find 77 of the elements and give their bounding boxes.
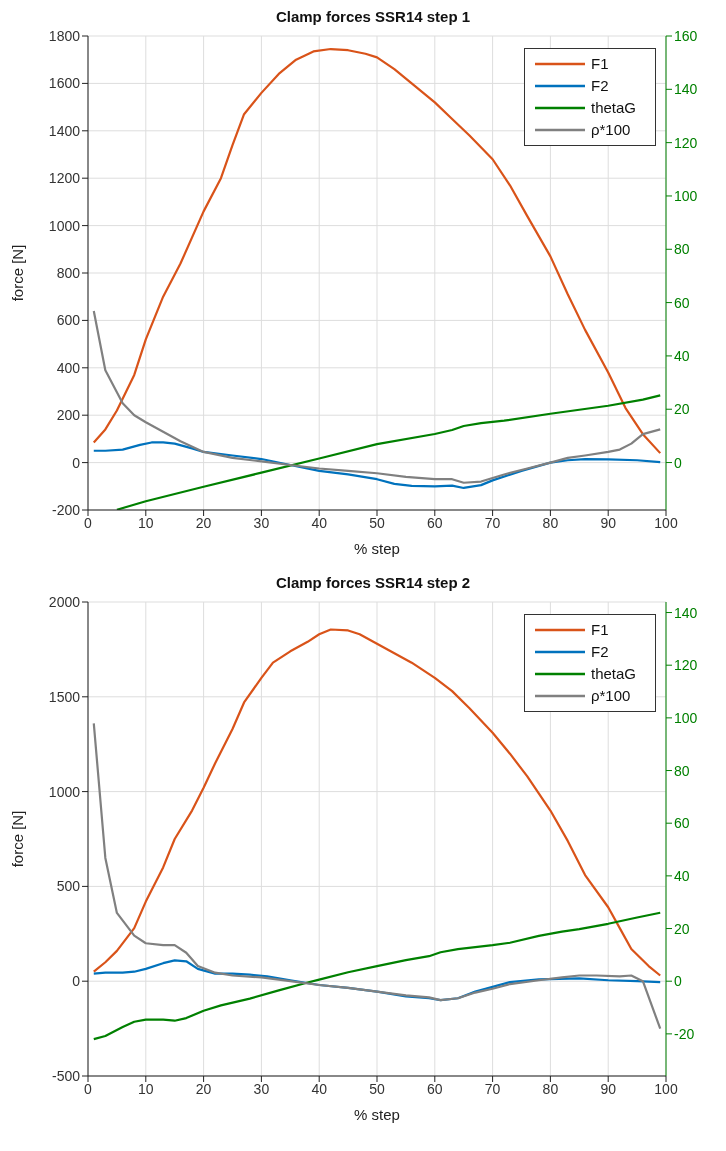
y2-tick-label: -20 (674, 1025, 695, 1042)
x-tick-label: 40 (311, 1080, 328, 1097)
x-tick-label: 80 (542, 1080, 559, 1097)
y2-tick-label: 120 (674, 657, 698, 674)
y2-tick-label: 140 (674, 81, 698, 98)
y-tick-label: 1500 (48, 688, 81, 705)
x-tick-label: 30 (253, 1080, 270, 1097)
x-tick-label: 40 (311, 514, 328, 531)
line-series (92, 722, 662, 1030)
y-tick-label: -500 (51, 1067, 81, 1084)
y2-tick-label: 120 (674, 134, 698, 151)
line-series (115, 394, 662, 510)
legend-label: ρ*100 (591, 120, 631, 140)
y2-tick-label: 60 (674, 815, 690, 832)
y-axis-title: force [N] (9, 244, 27, 302)
x-tick-label: 0 (84, 514, 93, 531)
line-series (92, 911, 662, 1041)
y2-tick-label: 80 (674, 762, 690, 779)
y2-tick-label: 20 (674, 920, 690, 937)
x-tick-label: 50 (369, 1080, 385, 1097)
y-tick-label: 600 (56, 312, 81, 329)
y-axis-title: force [N] (9, 810, 27, 868)
line-series (92, 309, 662, 484)
legend-label: thetaG (591, 98, 637, 118)
legend-label: F1 (591, 620, 609, 640)
y-tick-label: 1000 (48, 217, 81, 234)
y-tick-label: 1400 (48, 122, 81, 139)
y2-tick-label: 60 (674, 294, 690, 311)
legend-label: F1 (591, 54, 609, 74)
x-tick-label: 60 (427, 1080, 443, 1097)
x-tick-label: 0 (84, 1080, 93, 1097)
y-tick-label: -200 (51, 501, 81, 518)
x-tick-label: 30 (253, 514, 270, 531)
x-tick-label: 100 (654, 514, 678, 531)
line-series (92, 47, 662, 455)
y2-tick-label: 160 (674, 27, 698, 44)
y-tick-label: 0 (72, 973, 81, 990)
y-tick-label: 400 (56, 359, 81, 376)
y2-tick-label: 80 (674, 241, 690, 258)
y-tick-label: 0 (72, 454, 81, 471)
line-series (92, 441, 662, 490)
y2-tick-label: 100 (674, 709, 698, 726)
x-axis-title: % step (354, 1106, 400, 1123)
y-tick-label: 500 (56, 878, 81, 895)
x-tick-label: 70 (484, 514, 501, 531)
y-tick-label: 200 (56, 407, 81, 424)
y2-tick-label: 40 (674, 347, 690, 364)
x-tick-label: 100 (654, 1080, 678, 1097)
x-tick-label: 20 (195, 1080, 212, 1097)
chart-title: Clamp forces SSR14 step 1 (275, 8, 471, 25)
legend-label: thetaG (591, 664, 637, 684)
x-tick-label: 80 (542, 514, 559, 531)
legend-label: F2 (591, 642, 609, 662)
x-tick-label: 10 (138, 1080, 154, 1097)
legend-label: ρ*100 (591, 686, 631, 706)
x-tick-label: 10 (138, 514, 154, 531)
y-tick-label: 800 (56, 264, 81, 281)
y2-tick-label: 140 (674, 604, 698, 621)
y2-tick-label: 20 (674, 401, 690, 418)
x-tick-label: 60 (427, 514, 443, 531)
y-tick-label: 1800 (48, 27, 81, 44)
y2-tick-label: 40 (674, 867, 690, 884)
x-tick-label: 50 (369, 514, 385, 531)
x-tick-label: 90 (600, 1080, 617, 1097)
y2-tick-label: 0 (674, 454, 682, 471)
y-tick-label: 2000 (48, 593, 81, 610)
y-tick-label: 1000 (48, 783, 81, 800)
x-tick-label: 90 (600, 514, 617, 531)
x-tick-label: 70 (484, 1080, 501, 1097)
y-tick-label: 1200 (48, 170, 81, 187)
x-axis-title: % step (354, 540, 400, 557)
chart-title: Clamp forces SSR14 step 2 (275, 574, 471, 591)
legend-label: F2 (591, 76, 609, 96)
x-tick-label: 20 (195, 514, 212, 531)
y-tick-label: 1600 (48, 75, 81, 92)
y2-tick-label: 100 (674, 187, 698, 204)
y2-tick-label: 0 (674, 973, 682, 990)
